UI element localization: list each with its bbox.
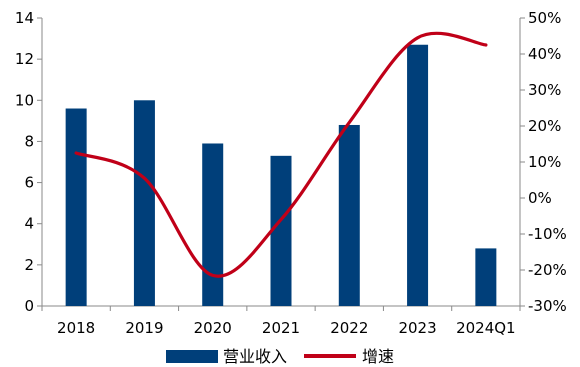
left-y-axis: 0 2 4 6 8 10 12 14 [15, 9, 43, 315]
legend-label-line: 增速 [362, 347, 394, 366]
x-tick-label: 2023 [398, 319, 436, 337]
bar-series [65, 44, 497, 307]
bar [133, 100, 155, 307]
right-tick-label: 40% [528, 45, 561, 63]
bar [338, 124, 360, 306]
bar [475, 248, 497, 306]
x-tick-label: 2019 [125, 319, 163, 337]
right-tick-label: -20% [528, 261, 567, 279]
left-tick-label: 8 [24, 132, 34, 150]
right-tick-label: 10% [528, 153, 561, 171]
right-tick-label: -30% [528, 297, 567, 315]
growth-line [74, 31, 488, 278]
line-series [74, 31, 488, 278]
right-tick-label: 20% [528, 117, 561, 135]
left-tick-label: 4 [24, 215, 34, 233]
left-tick-label: 14 [15, 9, 34, 27]
legend-swatch-bar [166, 350, 218, 363]
right-tick-label: 30% [528, 81, 561, 99]
x-tick-label: 2018 [57, 319, 95, 337]
x-tick-label: 2021 [262, 319, 300, 337]
right-tick-label: 50% [528, 9, 561, 27]
x-tick-label: 2024Q1 [456, 319, 516, 337]
left-tick-label: 2 [24, 256, 34, 274]
right-y-axis: -30% -20% -10% 0% 10% 20% 30% 40% 50% [519, 9, 567, 315]
x-axis: 2018 2019 2020 2021 2022 2023 2024Q1 [41, 305, 521, 337]
left-tick-label: 12 [15, 50, 34, 68]
bar [407, 44, 429, 306]
bar [202, 143, 224, 306]
left-tick-label: 0 [24, 297, 34, 315]
right-tick-label: 0% [528, 189, 552, 207]
bar [65, 108, 87, 306]
left-tick-label: 10 [15, 91, 34, 109]
right-tick-label: -10% [528, 225, 567, 243]
legend: 营业收入 增速 [166, 347, 394, 366]
left-tick-label: 6 [24, 174, 34, 192]
bar [270, 155, 292, 306]
x-tick-label: 2020 [194, 319, 232, 337]
x-tick-label: 2022 [330, 319, 368, 337]
legend-label-bar: 营业收入 [223, 347, 287, 366]
